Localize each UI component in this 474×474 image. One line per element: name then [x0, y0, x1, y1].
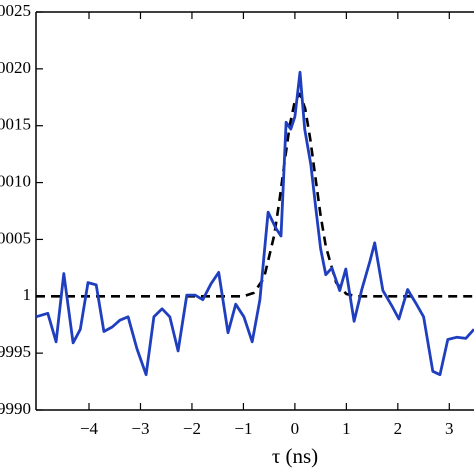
y-tick-label: 0015 [0, 115, 31, 134]
x-tick-label: −4 [80, 419, 99, 438]
x-tick-label: 2 [394, 419, 403, 438]
x-tick-label: 0 [291, 419, 300, 438]
y-tick-label: 0025 [0, 1, 31, 20]
series-line [35, 70, 474, 377]
y-tick-label: 0010 [0, 171, 31, 190]
y-tick-label: 1 [23, 285, 32, 304]
series-line [36, 92, 474, 298]
x-tick-label: −2 [183, 419, 201, 438]
y-tick-label: 9990 [0, 399, 31, 418]
y-tick-label: 9995 [0, 342, 31, 361]
y-tick-label: 0020 [0, 58, 31, 77]
x-tick-label: −3 [131, 419, 149, 438]
y-tick-label: 0005 [0, 228, 31, 247]
x-tick-label: −1 [234, 419, 252, 438]
x-tick-label: 1 [342, 419, 351, 438]
x-axis-label: τ (ns) [272, 444, 318, 468]
x-tick-label: 3 [445, 419, 454, 438]
